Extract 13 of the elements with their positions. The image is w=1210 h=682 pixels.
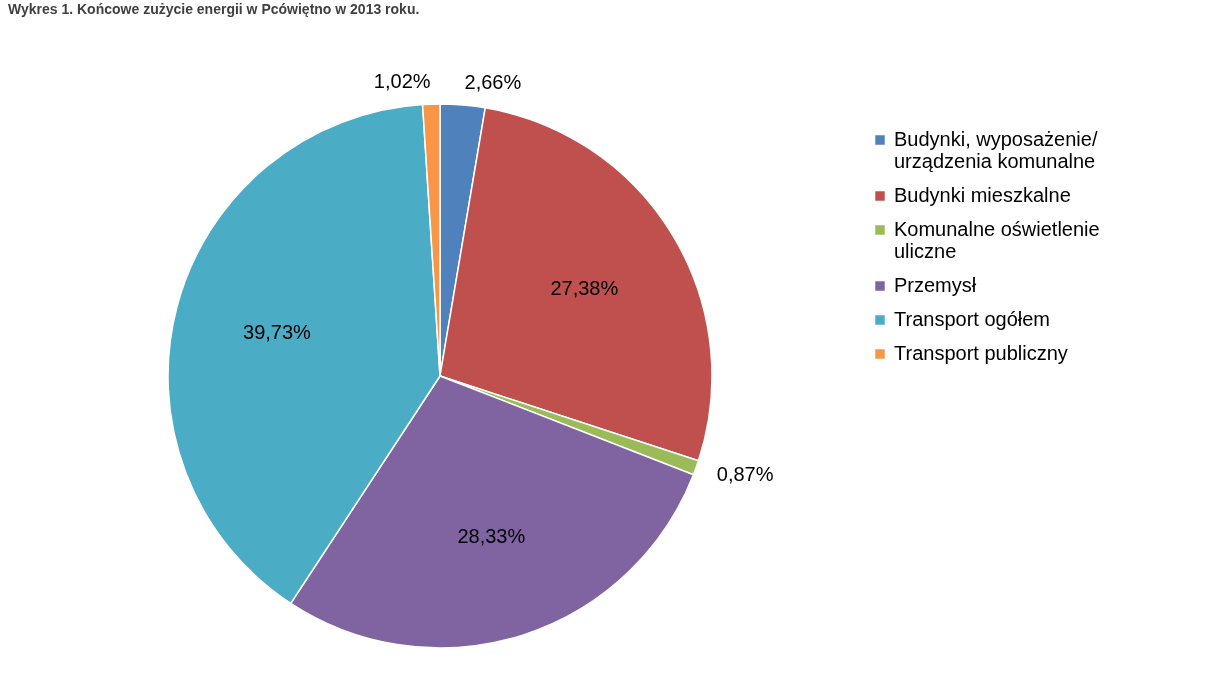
data-label: 0,87%	[716, 463, 774, 486]
legend-label: Transport publiczny	[894, 342, 1068, 364]
legend-label: Transport ogółem	[894, 308, 1050, 330]
data-label: 27,38%	[550, 276, 619, 299]
legend-label: Komunalne oświetlenie uliczne	[894, 218, 1100, 262]
data-label: 2,66%	[464, 71, 522, 94]
chart-title: Wykres 1. Końcowe zużycie energii w Pcówiętno w 2013 roku.	[8, 1, 420, 17]
legend-label: Przemysł	[894, 274, 977, 296]
legend-label: Budynki mieszkalne	[894, 184, 1071, 206]
data-label: 28,33%	[457, 524, 526, 547]
data-label: 1,02%	[373, 70, 431, 93]
data-label: 39,73%	[243, 320, 312, 343]
legend-label: Budynki, wyposażenie/ urządzenia komunalne	[894, 128, 1098, 172]
